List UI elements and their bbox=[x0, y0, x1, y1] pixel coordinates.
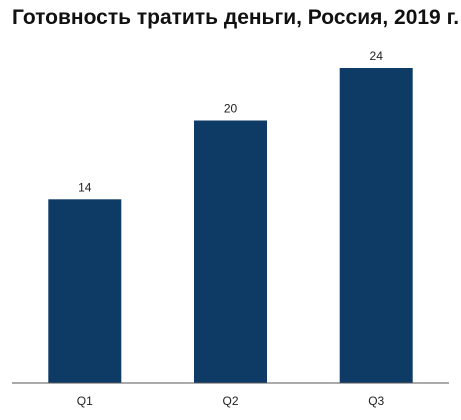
x-tick-label-q1: Q1 bbox=[77, 394, 93, 408]
x-tick-label-q3: Q3 bbox=[368, 394, 384, 408]
data-label-q1: 14 bbox=[78, 180, 92, 194]
data-label-q3: 24 bbox=[370, 49, 384, 63]
bars-group bbox=[48, 68, 413, 384]
bar-q2 bbox=[194, 120, 267, 383]
x-tick-labels-group: Q1 Q2 Q3 bbox=[77, 394, 385, 408]
data-label-q2: 20 bbox=[224, 102, 238, 116]
chart-title: Готовность тратить деньги, Россия, 2019 … bbox=[12, 6, 460, 29]
x-tick-label-q2: Q2 bbox=[222, 394, 238, 408]
data-labels-group: 14 20 24 bbox=[78, 49, 383, 194]
bar-q3 bbox=[339, 68, 413, 383]
bar-q1 bbox=[48, 199, 122, 384]
